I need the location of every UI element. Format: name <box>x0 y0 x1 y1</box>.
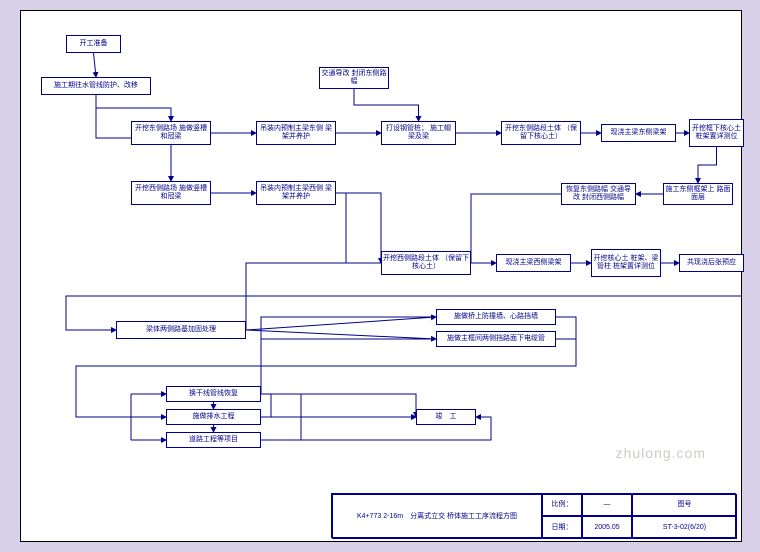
flow-node: 施做桥上防撞墙、心路挡墙 <box>436 309 556 325</box>
title-block: K4+773 2-16m 分离式立交 桥体施工工序流程方图 比例： — 图号 日… <box>331 493 736 538</box>
drawing-paper: 开工准备施工期往水管线防护、改移 交通导改 封闭东侧路幅开挖东侧路场 施做竖槽和冠… <box>20 10 742 542</box>
flow-node: 现浇主梁西侧梁架 <box>496 254 571 272</box>
flow-node: 吊装内预制主梁西侧 梁架并养护 <box>256 181 336 205</box>
flow-node: 施工东侧框架上 路面面层 <box>663 183 733 205</box>
flow-node: 开工准备 <box>66 35 121 53</box>
flow-node: 施做主框间两侧挡路面下电缆管 <box>436 331 556 347</box>
flow-node: 恢复东侧路幅 交通导改 封闭西侧路幅 <box>561 183 636 205</box>
tb-scale-k: 比例： <box>542 494 582 516</box>
tb-code: ST-3-02(6/20) <box>632 516 737 539</box>
tb-title: K4+773 2-16m 分离式立交 桥体施工工序流程方图 <box>332 494 542 539</box>
flow-node: 施工期往水管线防护、改移 <box>41 77 151 95</box>
tb-scale-v: — <box>582 494 632 516</box>
tb-drawing-k: 图号 <box>632 494 737 516</box>
watermark: zhulong.com <box>616 445 706 461</box>
flow-node: 开挖核心土 桩架、梁管柱 桩架置详测位 <box>591 249 661 277</box>
flow-node: 开挖西侧路场 施做竖槽和冠梁 <box>131 181 211 205</box>
flow-node: 吊装内预制主梁东侧 梁架并养护 <box>256 121 336 145</box>
flow-node: 开挖西侧路段土体 （保留下核心土） <box>381 251 471 275</box>
flow-node: 竣 工 <box>416 409 476 425</box>
flow-node: 换干线管线恢复 <box>166 386 261 402</box>
tb-date-v: 2005.05 <box>582 516 632 539</box>
flow-node: 梁体两侧路基加固处理 <box>116 321 246 339</box>
flow-node: 开挖东侧路段土体 （保留下核心土） <box>501 121 581 145</box>
flow-node: 道路工程等项目 <box>166 432 261 448</box>
flow-node: 共现浇后张预应 <box>679 254 744 272</box>
flow-node: 施做排水工程 <box>166 409 261 425</box>
flow-node: 开挖东侧路场 施做竖槽和冠梁 <box>131 121 211 145</box>
tb-date-k: 日期： <box>542 516 582 539</box>
flow-node: 交通导改 封闭东侧路幅 <box>319 67 389 89</box>
flow-node: 打设钢管桩； 施工帽梁及梁 <box>381 121 456 145</box>
flow-node: 开挖框下核心土 桩架置详测位 <box>689 119 744 147</box>
flow-node: 现浇主梁东侧梁架 <box>601 124 676 142</box>
